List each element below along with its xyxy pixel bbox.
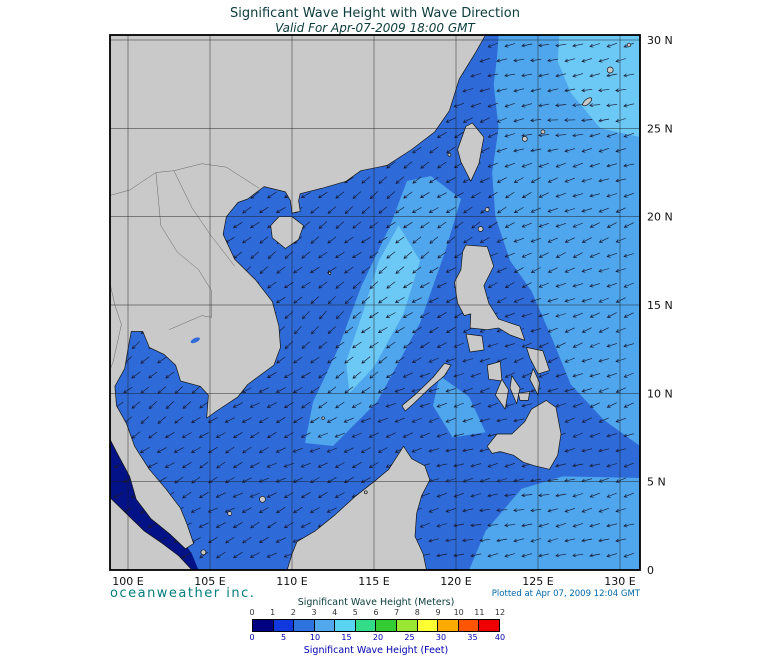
legend-feet-label: Significant Wave Height (Feet)	[303, 645, 449, 656]
land-mindoro	[465, 333, 485, 353]
legend-feet-tick: 15	[341, 633, 352, 642]
island-luconia	[363, 490, 368, 495]
legend-meters-tick: 5	[352, 608, 358, 617]
land-negros	[495, 378, 509, 410]
y-axis-tick-label: 5 N	[647, 476, 666, 489]
legend-colorbar	[252, 619, 500, 632]
grid-layer	[110, 35, 640, 570]
island-okinawa	[582, 97, 593, 107]
lake-tonle-sap	[190, 337, 200, 344]
legend-feet-tick: 0	[249, 633, 255, 642]
axis-labels: 100 E 105 E 110 E 115 E 120 E 125 E 130 E 30 N 2…	[112, 34, 672, 588]
land-borneo	[286, 445, 431, 571]
plotted-timestamp: Plotted at Apr 07, 2009 12:04 GMT	[491, 589, 640, 599]
legend-meters-tick: 0	[249, 608, 255, 617]
legend-feet-ticks: 0 5 10 15 20 25 30 35 40	[249, 633, 505, 643]
wave-patch-celebes-sea	[469, 476, 640, 570]
legend-meters-tick: 1	[270, 608, 276, 617]
x-axis-tick-label: 105 E	[194, 575, 225, 588]
y-axis-tick-label: 15 N	[647, 299, 673, 312]
land-bohol	[517, 391, 531, 401]
y-axis-tick-label: 25 N	[647, 122, 673, 135]
y-axis-tick-label: 10 N	[647, 387, 673, 400]
legend-color-segment	[397, 620, 418, 631]
y-axis-tick-label: 20 N	[647, 211, 673, 224]
x-axis-tick-label: 125 E	[522, 575, 553, 588]
legend-meters-ticks: 0 1 2 3 4 5 6 7 8 9 10 11 12	[249, 608, 505, 618]
legend-meters-tick: 11	[474, 608, 485, 617]
island-babuyan	[477, 226, 484, 232]
x-axis-tick-label: 110 E	[276, 575, 307, 588]
island-paracel	[328, 271, 332, 275]
legend-color-segment	[314, 620, 336, 631]
x-axis-tick-label: 130 E	[604, 575, 635, 588]
wave-patch-philippine-sea	[492, 35, 640, 446]
political-borders	[109, 163, 260, 371]
island-ishigaki	[521, 136, 528, 142]
land-cebu	[509, 375, 521, 405]
legend-meters-tick: 9	[435, 608, 441, 617]
valid-time-subtitle: Valid For Apr-07-2009 18:00 GMT	[275, 21, 475, 35]
legend-color-segment	[417, 620, 439, 631]
legend-color-segment	[294, 620, 315, 631]
land-palawan	[401, 362, 452, 412]
border-vietnam-laos	[173, 170, 235, 267]
border-thailand-laos-cambodia	[155, 172, 212, 330]
legend-meters-tick: 4	[332, 608, 338, 617]
land-mindanao	[486, 400, 562, 470]
legend-color-segment	[355, 620, 377, 631]
legend-color-segment	[253, 620, 274, 631]
legend-meters-tick: 3	[311, 608, 317, 617]
page-title: Significant Wave Height with Wave Direct…	[230, 6, 520, 21]
island-riau	[200, 549, 207, 556]
legend-color-segment	[479, 620, 499, 631]
legend-meters-tick: 2	[290, 608, 296, 617]
island-ryukyu-north	[626, 42, 632, 48]
legend-meters-tick: 12	[494, 608, 506, 617]
x-axis-tick-label: 115 E	[358, 575, 389, 588]
legend-meters-tick: 6	[373, 608, 379, 617]
wave-patch-central-scs-core	[346, 225, 420, 394]
island-natuna	[259, 495, 266, 503]
land-luzon	[454, 244, 526, 341]
border-myanmar-thailand	[109, 283, 122, 371]
island-spratly	[321, 416, 325, 420]
land-layer	[109, 34, 632, 571]
island-anambas	[227, 511, 233, 516]
legend-feet-tick: 30	[435, 633, 447, 642]
island-amami	[606, 66, 614, 74]
x-axis-tick-label: 120 E	[440, 575, 471, 588]
oceanweather-brand: oceanweather inc.	[110, 586, 256, 601]
legend-meters-tick: 8	[414, 608, 420, 617]
legend-color-segment	[273, 620, 295, 631]
legend-feet-tick: 5	[280, 633, 287, 642]
y-axis-tick-label: 30 N	[647, 34, 673, 47]
legend-feet-tick: 35	[467, 633, 478, 642]
x-axis-tick-label: 100 E	[112, 575, 143, 588]
land-panay	[486, 361, 503, 382]
legend-feet-tick: 25	[404, 633, 415, 642]
island-penghu	[447, 152, 452, 157]
legend-color-segment	[438, 620, 459, 631]
legend-color-segment	[458, 620, 480, 631]
land-mainland-asia	[109, 34, 486, 550]
legend-meters-tick: 10	[453, 608, 464, 617]
legend-meters-label: Significant Wave Height (Meters)	[297, 597, 455, 608]
legend-color-segment	[376, 620, 398, 631]
legend-color-segment	[335, 620, 356, 631]
legend-feet-tick: 10	[309, 633, 321, 642]
land-taiwan	[457, 122, 485, 182]
legend-meters-tick: 7	[394, 608, 400, 617]
y-axis-tick-label: 0	[647, 564, 654, 577]
legend-feet-tick: 40	[494, 633, 506, 642]
island-batanes	[484, 207, 490, 212]
map-frame	[109, 34, 641, 571]
legend-feet-tick: 20	[372, 633, 384, 642]
island-miyako	[540, 129, 546, 135]
